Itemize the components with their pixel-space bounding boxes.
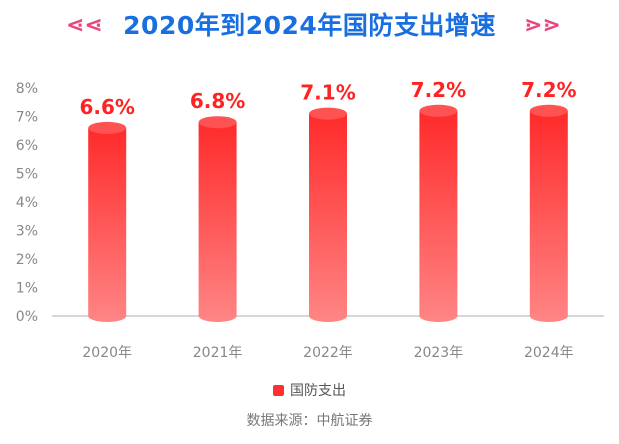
- legend: 国防支出: [0, 380, 619, 400]
- x-tick-label: 2020年: [82, 345, 132, 361]
- chart-header: ⋖⋖ 2020年到2024年国防支出增速 ⋗⋗: [0, 6, 619, 46]
- y-tick-label: 5%: [16, 167, 38, 183]
- x-tick-label: 2021年: [193, 345, 243, 361]
- bar-series: 6.6% 6.8% 7.1% 7.2% 7.2%: [79, 78, 577, 323]
- data-label: 7.2%: [521, 78, 576, 102]
- x-tick-label: 2022年: [303, 345, 353, 361]
- double-chevron-left-icon: ⋖⋖: [66, 13, 103, 38]
- y-tick-label: 1%: [16, 281, 38, 297]
- double-chevron-right-icon: ⋗⋗: [524, 13, 561, 38]
- data-label: 7.2%: [411, 78, 466, 102]
- bar-group: 6.6%: [79, 95, 135, 323]
- bar-group: 7.2%: [411, 78, 466, 322]
- x-tick-label: 2024年: [524, 345, 574, 361]
- bar-top-cap: [309, 107, 347, 120]
- bar: [309, 113, 347, 323]
- y-tick-label: 2%: [16, 252, 38, 268]
- y-tick-label: 6%: [16, 138, 38, 154]
- bar-chart: 0%1%2%3%4%5%6%7%8% 2020年 2021年 2022年 2023年 2…: [16, 78, 604, 361]
- y-axis: 0% 1% 2% 3% 4% 5% 6% 7% 8%: [16, 81, 38, 325]
- y-tick-label: 0%: [16, 309, 38, 325]
- chart-title: 2020年到2024年国防支出增速: [123, 11, 496, 40]
- bar-top-cap: [198, 116, 237, 129]
- y-tick-label: 4%: [16, 195, 38, 211]
- legend-label: 国防支出: [290, 383, 346, 399]
- legend-swatch: [273, 385, 284, 396]
- bar: [88, 127, 127, 323]
- bar-top-cap: [419, 104, 458, 117]
- data-label: 6.6%: [79, 95, 134, 119]
- bar-group: 6.8%: [190, 89, 245, 322]
- y-tick-label: 7%: [16, 110, 38, 126]
- bar: [529, 110, 568, 322]
- bar-group: 7.1%: [300, 81, 356, 323]
- bar-top-cap: [529, 104, 568, 117]
- bar: [419, 110, 458, 322]
- data-label: 7.1%: [300, 81, 355, 105]
- bar-top-cap: [88, 121, 127, 134]
- source-note: 数据来源：中航证券: [246, 413, 373, 429]
- bar: [198, 122, 237, 322]
- bar-group: 7.2%: [521, 78, 577, 322]
- data-label: 6.8%: [190, 89, 245, 113]
- y-tick-label: 8%: [16, 81, 38, 97]
- x-axis: 2020年 2021年 2022年 2023年 2024年: [52, 315, 604, 361]
- x-tick-label: 2023年: [414, 345, 464, 361]
- y-tick-label: 3%: [16, 224, 38, 240]
